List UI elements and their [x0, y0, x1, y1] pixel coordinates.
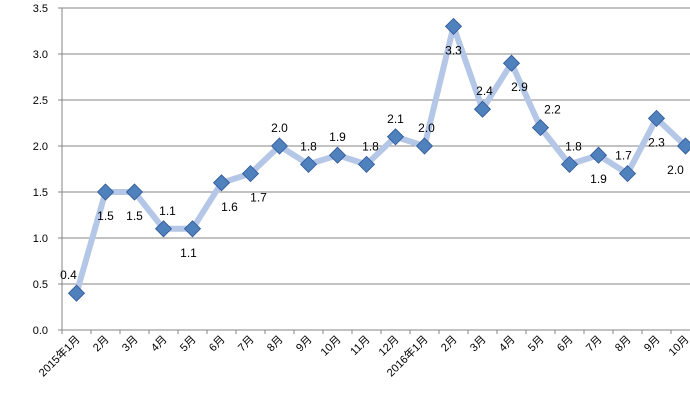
data-label: 1.9 — [329, 130, 346, 144]
y-tick-label: 1.5 — [33, 187, 48, 199]
data-label: 2.0 — [667, 163, 684, 177]
data-label: 2.2 — [544, 103, 561, 117]
y-tick-label: 3.5 — [33, 3, 48, 15]
y-tick-label: 1.0 — [33, 233, 48, 245]
x-tick-label: 2月 — [91, 334, 112, 355]
data-label: 1.1 — [180, 246, 197, 260]
data-label: 1.5 — [126, 209, 143, 223]
data-label: 1.8 — [300, 139, 317, 153]
x-tick-label: 6月 — [555, 334, 576, 355]
data-point-marker — [330, 147, 346, 163]
y-tick-label: 3.0 — [33, 49, 48, 61]
data-label: 1.8 — [362, 139, 379, 153]
data-label: 0.4 — [60, 268, 77, 282]
data-point-marker — [446, 18, 462, 34]
x-tick-label: 9月 — [642, 334, 663, 355]
data-point-marker — [69, 285, 85, 301]
x-tick-label: 5月 — [178, 334, 199, 355]
x-tick-label: 9月 — [294, 334, 315, 355]
y-tick-label: 0.5 — [33, 279, 48, 291]
data-label: 1.9 — [590, 172, 607, 186]
x-tick-label: 8月 — [265, 334, 286, 355]
data-label: 2.0 — [418, 121, 435, 135]
data-label: 1.1 — [159, 204, 176, 218]
data-label: 2.0 — [271, 121, 288, 135]
data-label: 3.3 — [445, 43, 462, 57]
x-tick-label: 11月 — [348, 334, 372, 358]
y-tick-label: 0.0 — [33, 325, 48, 337]
data-label: 1.5 — [97, 209, 114, 223]
data-label: 1.6 — [221, 200, 238, 214]
data-label: 1.7 — [250, 191, 267, 205]
data-label: 2.3 — [648, 135, 665, 149]
x-tick-label: 4月 — [149, 334, 170, 355]
data-label: 1.7 — [615, 149, 632, 163]
x-tick-label: 12月 — [377, 334, 402, 359]
data-label: 2.4 — [476, 84, 493, 98]
x-tick-label: 3月 — [468, 334, 489, 355]
y-tick-label: 2.0 — [33, 141, 48, 153]
y-tick-label: 2.5 — [33, 95, 48, 107]
x-tick-label: 7月 — [584, 334, 605, 355]
x-tick-label: 10月 — [667, 334, 690, 359]
x-tick-label: 7月 — [236, 334, 257, 355]
x-tick-label: 10月 — [319, 334, 344, 359]
x-tick-label: 4月 — [497, 334, 518, 355]
x-tick-label: 2月 — [439, 334, 460, 355]
x-tick-label: 3月 — [120, 334, 141, 355]
series-line — [77, 26, 686, 293]
x-tick-label: 8月 — [613, 334, 634, 355]
x-tick-label: 5月 — [526, 334, 547, 355]
data-label: 2.9 — [511, 80, 528, 94]
x-tick-label: 6月 — [207, 334, 228, 355]
x-tick-label: 2015年1月 — [36, 332, 83, 379]
data-point-marker — [98, 184, 114, 200]
data-point-marker — [417, 138, 433, 154]
data-label: 1.8 — [565, 139, 582, 153]
data-label: 2.1 — [387, 112, 404, 126]
